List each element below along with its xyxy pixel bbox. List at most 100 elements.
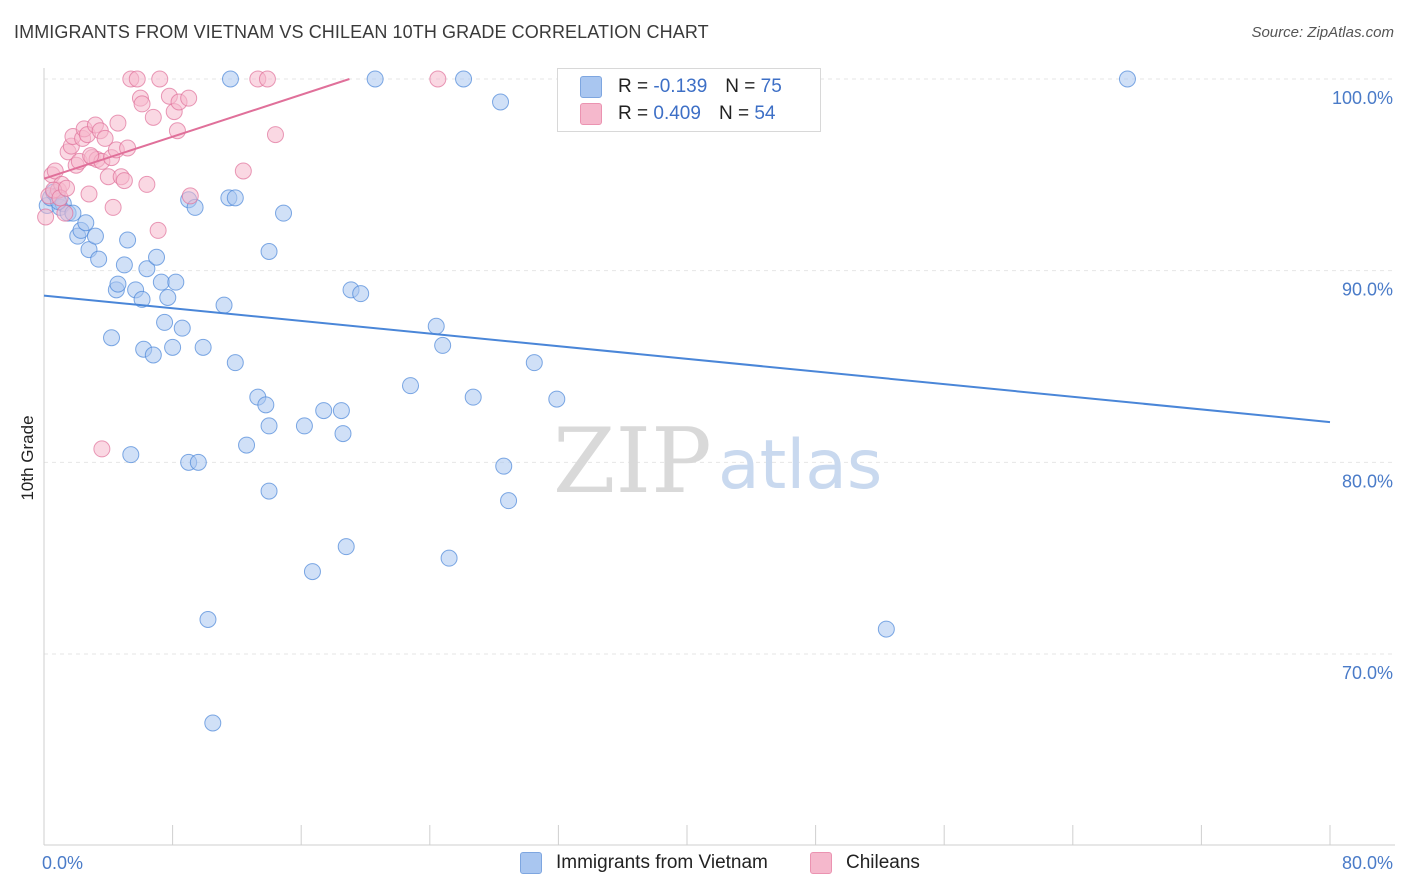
point-vietnam-28 — [144, 346, 162, 364]
series-label-vietnam: Immigrants from Vietnam — [556, 852, 768, 873]
point-vietnam-62 — [548, 390, 566, 408]
point-vietnam-26 — [103, 329, 121, 347]
point-vietnam-13 — [119, 231, 137, 249]
point-vietnam-23 — [167, 273, 185, 291]
point-vietnam-56 — [427, 317, 445, 335]
point-vietnam-44 — [492, 93, 510, 111]
point-vietnam-66 — [260, 482, 278, 500]
y-axis-title: 10th Grade — [18, 415, 37, 500]
point-vietnam-60 — [500, 492, 518, 510]
series-legend-chileans: Chileans — [810, 852, 920, 874]
legend-row-chileans: R = 0.409 N = 54 — [580, 101, 775, 127]
data-points — [37, 70, 1136, 732]
x-tick-labels: 0.0% 80.0% — [42, 853, 1393, 873]
point-vietnam-54 — [334, 425, 352, 443]
legend-n-value: 75 — [760, 76, 782, 97]
trend-line-vietnam — [43, 294, 1331, 424]
point-chileans-48 — [93, 440, 111, 458]
point-chileans-51 — [58, 179, 76, 197]
y-tick-label-2: 80.0% — [1342, 471, 1393, 491]
y-tick-labels: 100.0% 90.0% 80.0% 70.0% — [1332, 88, 1393, 683]
legend-row-vietnam: R = -0.139 N = 75 — [580, 74, 782, 100]
point-vietnam-50 — [238, 436, 256, 454]
point-vietnam-61 — [525, 354, 543, 372]
point-vietnam-20 — [148, 248, 166, 266]
point-chileans-26 — [109, 114, 127, 132]
point-chileans-37 — [151, 70, 169, 88]
point-vietnam-70 — [199, 611, 217, 628]
point-vietnam-68 — [337, 538, 355, 556]
point-chileans-31 — [128, 70, 146, 88]
point-chileans-45 — [266, 126, 284, 144]
y-tick-label-3: 70.0% — [1342, 663, 1393, 683]
point-vietnam-29 — [164, 338, 182, 356]
point-chileans-34 — [138, 175, 156, 193]
legend-swatch-vietnam — [580, 76, 602, 98]
point-chileans-33 — [133, 95, 151, 113]
point-vietnam-36 — [226, 189, 244, 207]
point-chileans-42 — [180, 89, 198, 107]
point-vietnam-25 — [156, 313, 174, 331]
point-chileans-35 — [144, 108, 162, 126]
point-chileans-21 — [96, 129, 114, 147]
legend-r-label: R = — [618, 76, 649, 97]
series-swatch-vietnam — [520, 852, 542, 874]
point-vietnam-31 — [215, 296, 233, 314]
point-vietnam-71 — [877, 620, 895, 638]
series-legend: Immigrants from Vietnam Chileans — [0, 852, 1406, 878]
point-vietnam-18 — [133, 290, 151, 308]
series-swatch-chileans — [810, 852, 832, 874]
point-chileans-28 — [115, 172, 133, 190]
point-vietnam-11 — [86, 227, 104, 245]
point-vietnam-67 — [303, 563, 321, 581]
point-chileans-44 — [258, 70, 276, 88]
point-chileans-36 — [149, 221, 167, 239]
point-vietnam-16 — [115, 256, 133, 274]
series-label-chileans: Chileans — [846, 852, 920, 873]
point-vietnam-69 — [440, 549, 458, 567]
point-vietnam-48 — [257, 396, 275, 414]
y-tick-label-0: 100.0% — [1332, 88, 1393, 108]
watermark: ZIP atlas — [553, 409, 882, 514]
trend-lines — [43, 78, 1331, 424]
point-vietnam-19 — [138, 260, 156, 278]
point-vietnam-12 — [90, 250, 108, 268]
point-vietnam-38 — [260, 243, 278, 260]
point-vietnam-52 — [315, 402, 333, 420]
point-chileans-0 — [37, 208, 55, 226]
point-vietnam-9 — [77, 214, 95, 232]
point-vietnam-22 — [159, 289, 177, 306]
legend-swatch-chileans — [580, 103, 602, 125]
point-vietnam-37 — [275, 204, 293, 222]
point-vietnam-58 — [464, 388, 482, 406]
point-vietnam-57 — [434, 336, 452, 354]
point-vietnam-63 — [122, 446, 140, 464]
point-vietnam-43 — [455, 70, 473, 88]
legend-r-value: -0.139 — [653, 76, 708, 97]
y-tick-label-1: 90.0% — [1342, 280, 1393, 300]
x-tick-label-0: 0.0% — [42, 853, 83, 873]
point-vietnam-59 — [495, 457, 513, 475]
legend-n-value: 54 — [754, 103, 776, 124]
point-chileans-6 — [56, 204, 74, 222]
point-vietnam-45 — [1118, 70, 1136, 88]
point-chileans-46 — [234, 162, 252, 180]
watermark-atlas: atlas — [718, 426, 882, 505]
correlation-legend: R = -0.139 N = 75 R = 0.409 N = 54 — [557, 68, 821, 132]
point-vietnam-32 — [226, 354, 244, 372]
legend-n-label: N = — [725, 76, 756, 97]
point-vietnam-55 — [402, 377, 420, 395]
watermark-zip: ZIP — [553, 409, 712, 514]
point-vietnam-65 — [189, 453, 207, 471]
point-vietnam-49 — [260, 417, 278, 435]
point-vietnam-15 — [109, 275, 127, 293]
point-vietnam-21 — [152, 273, 170, 291]
point-chileans-53 — [181, 187, 199, 205]
x-tick-label-1: 80.0% — [1342, 853, 1393, 873]
point-vietnam-41 — [221, 70, 239, 88]
legend-r-label: R = — [618, 103, 649, 124]
point-vietnam-42 — [366, 70, 384, 88]
point-chileans-15 — [80, 185, 98, 203]
trend-line-chileans — [43, 78, 350, 180]
